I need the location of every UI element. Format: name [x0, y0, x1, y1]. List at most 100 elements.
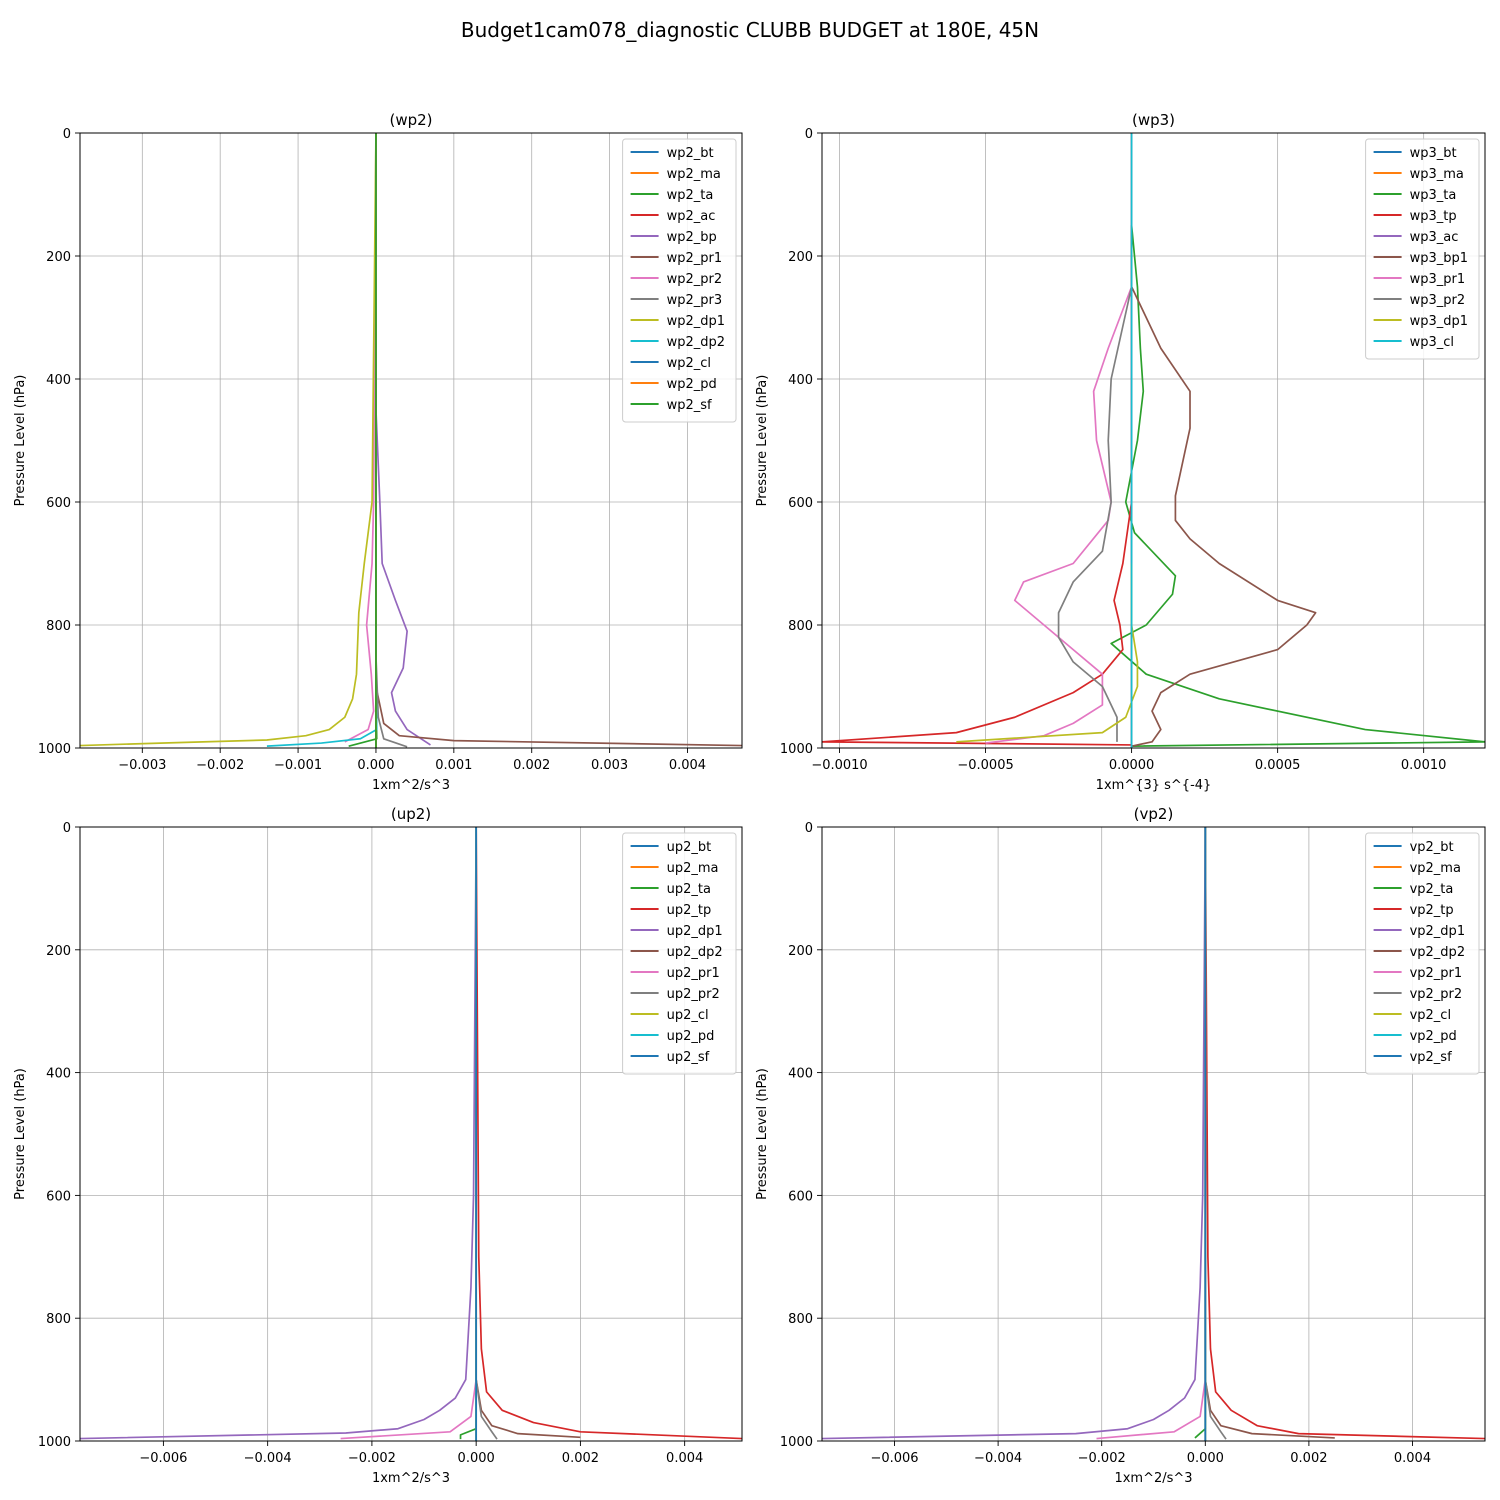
series-line-wp3_ta: [1110, 225, 1485, 747]
legend-label: up2_pr1: [667, 966, 720, 981]
series-line-wp2_bp: [375, 133, 431, 746]
series-line-wp2_dp1: [80, 133, 377, 747]
panel-title: (vp2): [1134, 805, 1174, 823]
legend-label: wp3_bp1: [1410, 251, 1468, 266]
y-tick-label: 800: [46, 1312, 71, 1327]
series-line-vp2_dp1: [822, 827, 1207, 1440]
legend-label: up2_cl: [667, 1008, 709, 1023]
x-axis-label: 1xm^2/s^3: [1114, 1471, 1192, 1486]
series-line-wp3_pr1: [985, 286, 1133, 744]
y-tick-label: 1000: [38, 1435, 71, 1450]
y-axis-label: Pressure Level (hPa): [755, 1068, 770, 1200]
chart-panel-1: −0.0010 −0.0005 0.0000 0.0005 0.0010 0 200 400 6…: [755, 111, 1486, 793]
legend-label: wp3_pr1: [1410, 272, 1466, 287]
x-tick-label: 0.004: [1394, 1451, 1431, 1466]
legend-label: wp2_pr1: [667, 251, 723, 266]
series-group: [80, 827, 742, 1441]
x-tick-label: −0.0010: [811, 758, 867, 773]
x-tick-label: −0.0005: [957, 758, 1013, 773]
legend-label: wp3_bt: [1410, 146, 1457, 161]
y-tick-label: 0: [805, 127, 813, 142]
x-tick-label: −0.002: [348, 1451, 396, 1466]
axes-frame: [821, 826, 1486, 1442]
legend-label: vp2_dp1: [1410, 924, 1466, 939]
panel-title: (up2): [391, 805, 431, 823]
series-group: [822, 133, 1485, 748]
legend-label: up2_dp2: [667, 945, 723, 960]
legend-label: up2_pd: [667, 1029, 715, 1044]
x-tick-label: −0.006: [139, 1451, 187, 1466]
y-tick-label: 0: [63, 821, 71, 836]
x-tick-label: 0.0005: [1255, 758, 1301, 773]
series-line-up2_dp1: [80, 827, 478, 1440]
series-line-up2_tp: [475, 827, 742, 1440]
y-tick-label: 600: [788, 1189, 813, 1204]
series-line-wp3_pr2: [1057, 286, 1133, 742]
x-tick-label: −0.002: [196, 758, 244, 773]
legend: vp2_bt vp2_ma vp2_ta vp2_tp vp2_dp1 vp2_dp2vp…: [1365, 832, 1480, 1075]
legend-label: vp2_ta: [1410, 882, 1454, 897]
legend-label: vp2_ma: [1410, 861, 1461, 876]
series-line-vp2_tp: [1204, 827, 1485, 1440]
y-tick-label: 800: [46, 619, 71, 634]
legend-label: wp3_ma: [1410, 167, 1464, 182]
x-tick-label: −0.006: [870, 1451, 918, 1466]
legend-label: up2_ta: [667, 882, 711, 897]
y-tick-label: 1000: [38, 742, 71, 757]
legend-label: up2_dp1: [667, 924, 723, 939]
legend-label: vp2_dp2: [1410, 945, 1466, 960]
legend-label: vp2_pr1: [1410, 966, 1463, 981]
legend-label: wp2_sf: [667, 398, 712, 413]
y-tick-label: 400: [788, 1067, 813, 1082]
chart-panel-3: −0.006 −0.004 −0.002 0.000 0.002 0.004 0 200 400…: [755, 805, 1486, 1486]
legend-label: vp2_pd: [1410, 1029, 1457, 1044]
axes-frame: [79, 132, 743, 749]
legend-label: wp2_ac: [667, 209, 716, 224]
y-tick-label: 1000: [780, 1435, 813, 1450]
axes-frame: [79, 826, 743, 1442]
x-tick-label: 0.004: [669, 758, 706, 773]
chart-panel-2: −0.006 −0.004 −0.002 0.000 0.002 0.004 0 200 400…: [13, 805, 743, 1486]
legend-label: wp2_ta: [667, 188, 714, 203]
legend-label: up2_ma: [667, 861, 719, 876]
y-axis-label: Pressure Level (hPa): [13, 1068, 28, 1200]
legend-label: wp2_dp1: [667, 314, 725, 329]
x-tick-label: 0.002: [562, 1451, 599, 1466]
legend-label: wp3_tp: [1410, 209, 1457, 224]
legend-label: wp2_ma: [667, 167, 721, 182]
legend-label: vp2_tp: [1410, 903, 1454, 918]
legend: up2_bt up2_ma up2_ta up2_tp up2_dp1 up2_dp2up…: [622, 832, 737, 1075]
legend-label: wp3_pr2: [1410, 293, 1466, 308]
chart-panel-0: −0.003 −0.002 −0.001 0.000 0.001 0.002 0.003 0.…: [13, 111, 743, 793]
y-tick-label: 0: [805, 821, 813, 836]
x-axis-label: 1xm^2/s^3: [372, 1471, 450, 1486]
x-tick-label: 0.000: [458, 1451, 495, 1466]
y-tick-label: 0: [63, 127, 71, 142]
x-tick-label: −0.003: [118, 758, 166, 773]
x-tick-label: 0.000: [357, 758, 394, 773]
series-line-wp2_pr2: [344, 133, 377, 743]
x-tick-label: 0.002: [1290, 1451, 1327, 1466]
legend-label: wp2_pd: [667, 377, 717, 392]
x-tick-label: −0.004: [974, 1451, 1022, 1466]
x-tick-label: 0.0010: [1401, 758, 1447, 773]
y-tick-label: 200: [46, 250, 71, 265]
legend: wp2_bt wp2_ma wp2_ta wp2_ac wp2_bp wp2_pr1 wp2…: [622, 138, 737, 423]
x-tick-label: −0.001: [274, 758, 322, 773]
x-tick-label: 0.003: [591, 758, 628, 773]
legend-label: wp2_cl: [667, 356, 711, 371]
legend-label: up2_bt: [667, 840, 712, 855]
series-line-wp3_bp1: [1130, 225, 1317, 747]
series-group: [822, 827, 1485, 1441]
x-tick-label: −0.002: [1078, 1451, 1126, 1466]
legend-label: vp2_bt: [1410, 840, 1454, 855]
legend-label: wp2_dp2: [667, 335, 725, 350]
legend-label: wp2_bp: [667, 230, 717, 245]
legend-label: up2_pr2: [667, 987, 720, 1002]
legend-label: vp2_sf: [1410, 1050, 1452, 1065]
y-tick-label: 600: [788, 496, 813, 511]
legend-label: wp2_pr2: [667, 272, 723, 287]
y-axis-label: Pressure Level (hPa): [13, 375, 28, 507]
y-tick-label: 600: [46, 1189, 71, 1204]
